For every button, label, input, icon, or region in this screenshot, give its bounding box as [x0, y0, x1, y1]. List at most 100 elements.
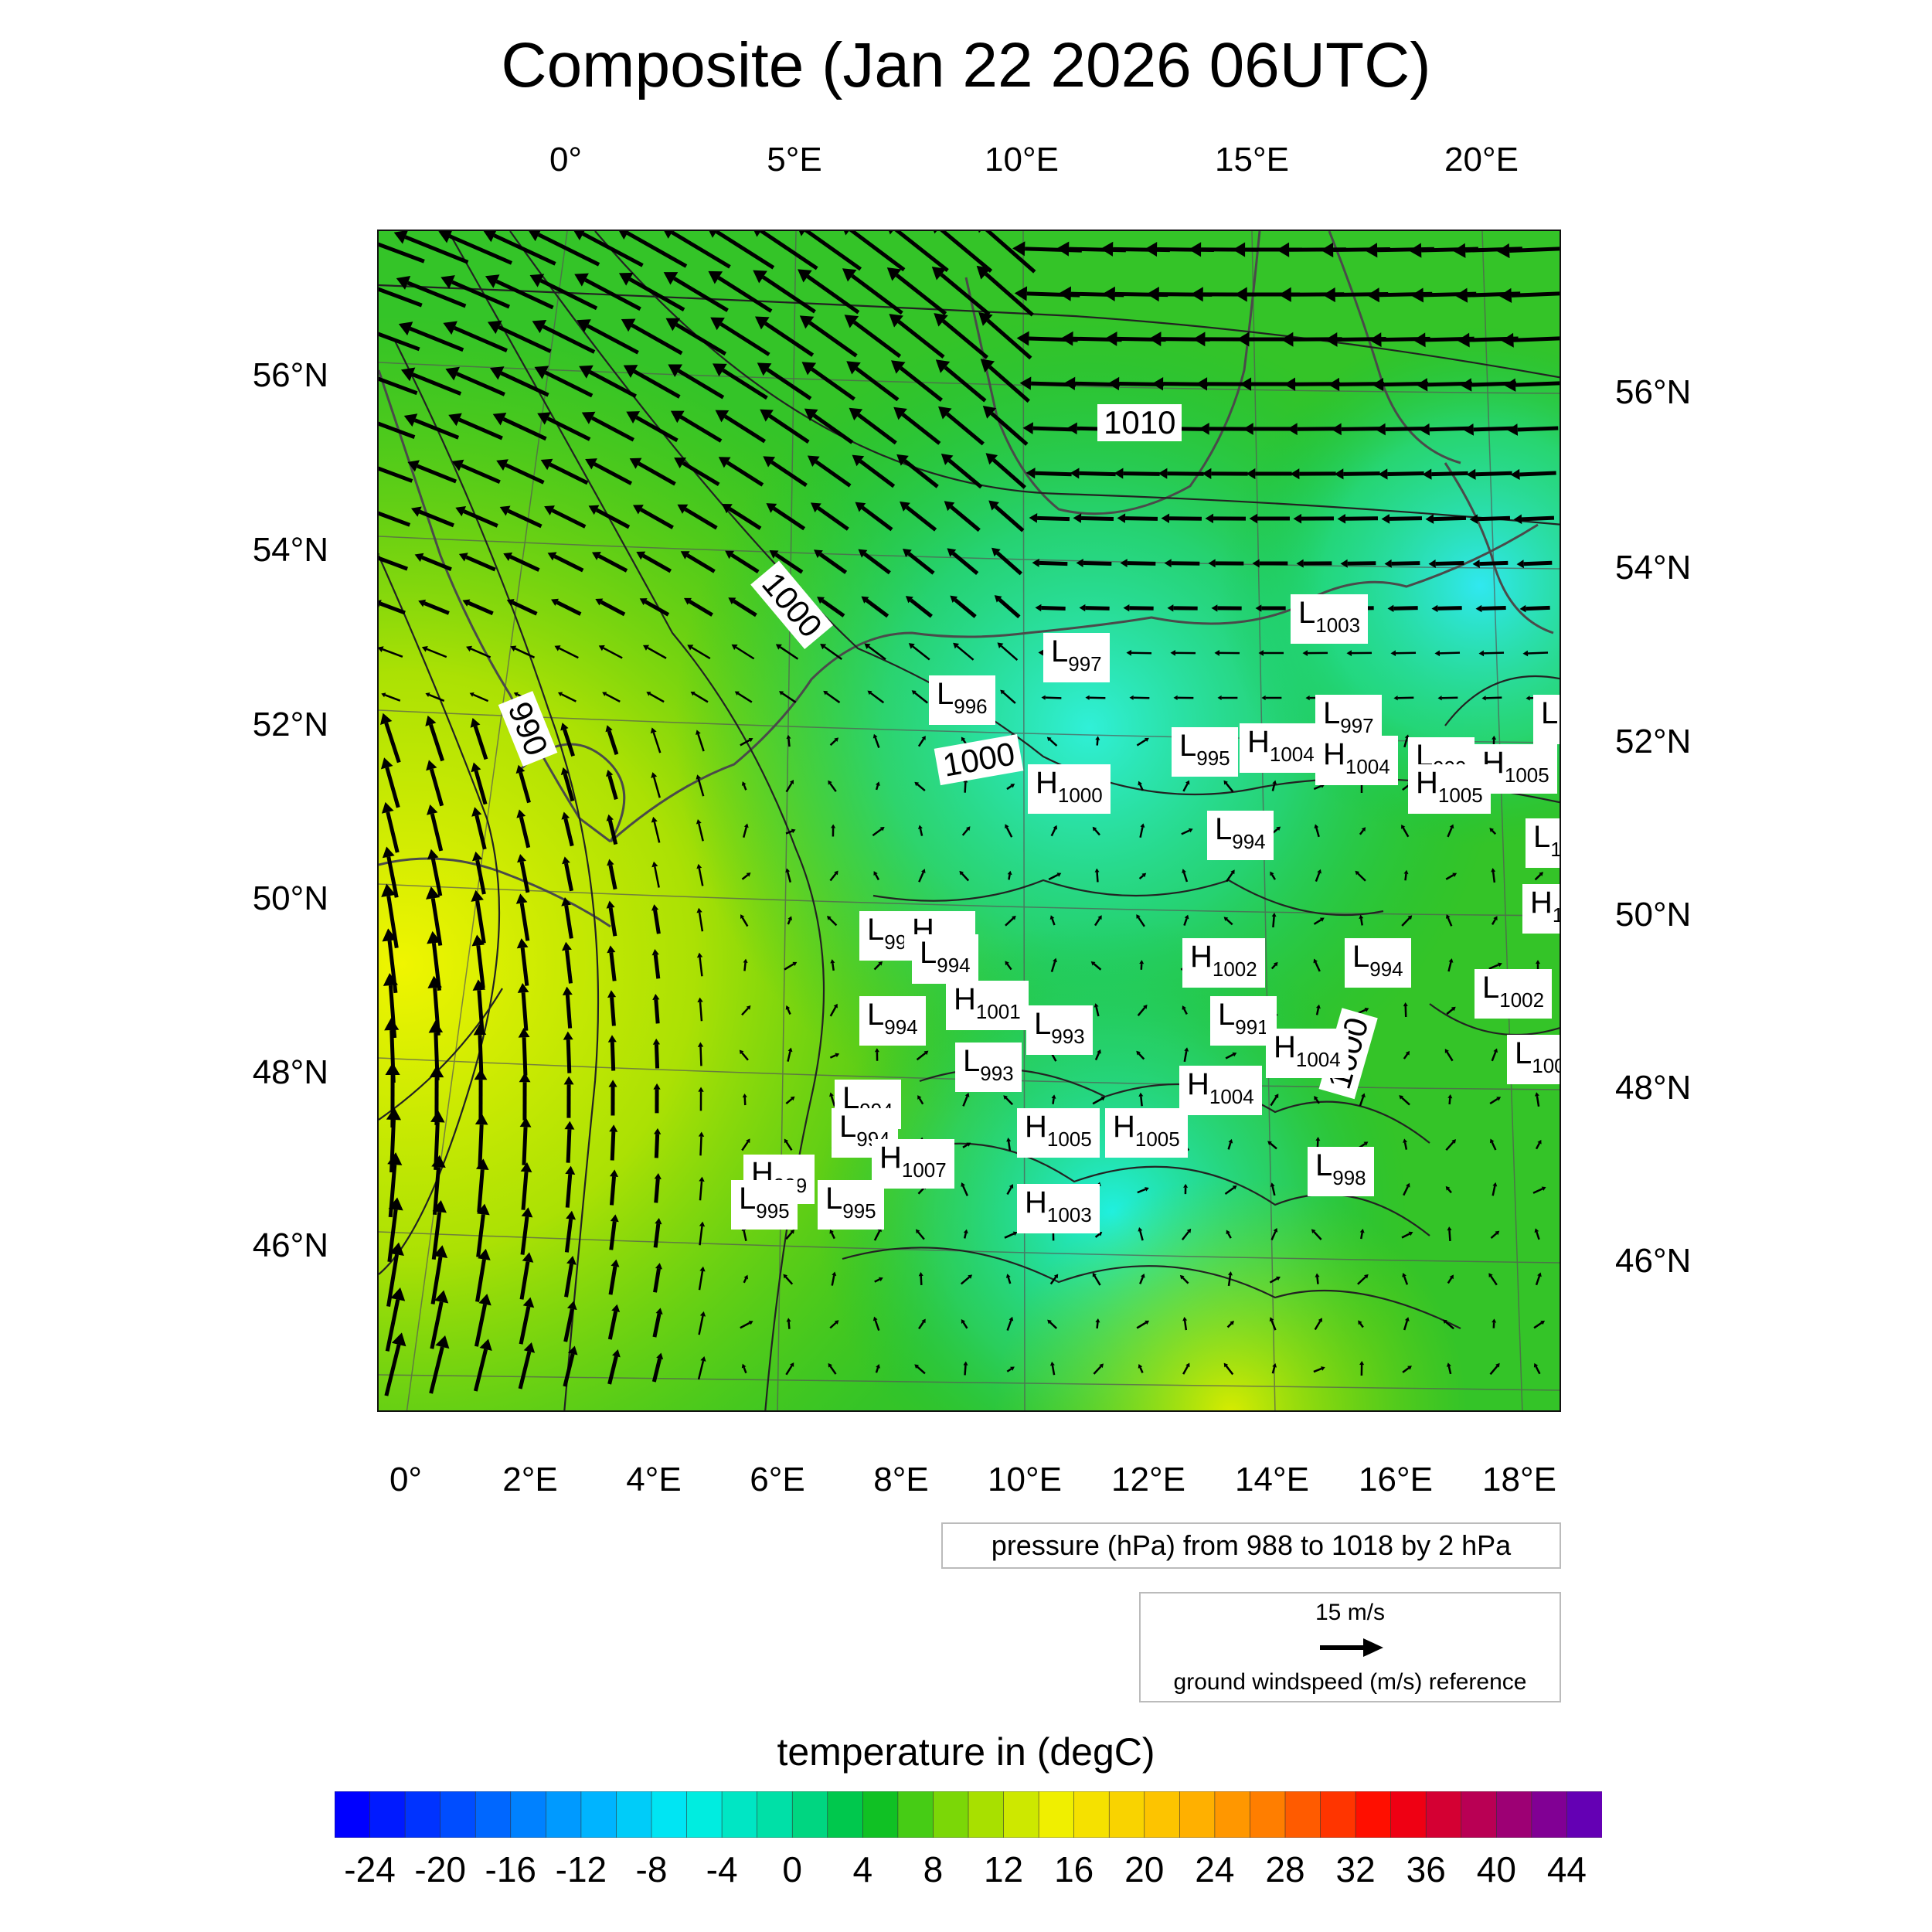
- wind-arrow-head: [487, 320, 502, 335]
- wind-arrow: [1347, 561, 1376, 566]
- wind-arrow-head: [790, 1229, 794, 1234]
- wind-arrow: [1491, 1141, 1497, 1151]
- pressure-center-value: 1002: [1212, 957, 1257, 981]
- wind-arrow-head: [1369, 332, 1382, 348]
- pressure-center-type: H: [1323, 737, 1345, 771]
- wind-arrow: [1050, 961, 1056, 972]
- wind-arrow: [651, 1358, 662, 1383]
- wind-arrow-head: [1274, 1094, 1279, 1099]
- wind-arrow: [379, 511, 411, 527]
- wind-arrow-head: [610, 1214, 619, 1223]
- wind-arrow: [589, 370, 637, 398]
- wind-arrow: [786, 871, 792, 883]
- wind-arrow-head: [1006, 1138, 1012, 1142]
- wind-arrow: [654, 1179, 660, 1203]
- wind-arrow-head: [426, 760, 437, 771]
- wind-arrow-head: [651, 861, 658, 868]
- wind-arrow: [584, 277, 641, 311]
- wind-arrow: [677, 369, 725, 400]
- colorbar-swatch: [1038, 1791, 1075, 1838]
- pressure-center-type: L: [867, 998, 885, 1032]
- wind-arrow-head: [889, 314, 903, 328]
- wind-arrow-head: [1472, 560, 1480, 569]
- wind-arrow: [521, 1172, 529, 1210]
- wind-arrow-head: [1498, 962, 1502, 968]
- wind-arrow-head: [1029, 513, 1038, 523]
- low-pressure-center: L100: [1507, 1035, 1560, 1084]
- wind-arrow: [1385, 426, 1427, 432]
- wind-arrow: [413, 418, 460, 440]
- wind-arrow-head: [1228, 1138, 1233, 1144]
- wind-arrow-head: [1516, 560, 1524, 569]
- wind-arrow-head: [567, 1345, 578, 1355]
- wind-arrow-head: [683, 597, 692, 605]
- wind-arrow-head: [544, 505, 555, 515]
- wind-arrow-head: [832, 1271, 837, 1277]
- wind-arrow: [907, 552, 935, 575]
- map-panel[interactable]: 1010 1000 990 1000 1000 L1003L997L996L99…: [377, 230, 1561, 1412]
- wind-arrow-head: [1051, 1094, 1056, 1099]
- wind-arrow: [635, 415, 679, 443]
- wind-arrow: [1094, 1275, 1101, 1286]
- wind-arrow-head: [523, 1342, 536, 1353]
- wind-arrow-head: [1184, 1047, 1189, 1052]
- wind-arrow: [1448, 1097, 1451, 1105]
- wind-arrow: [831, 1232, 835, 1240]
- wind-arrow: [918, 872, 924, 883]
- wind-arrow-head: [878, 1277, 883, 1282]
- pressure-center-type: L: [1034, 1007, 1052, 1041]
- wind-arrow: [824, 646, 842, 660]
- wind-arrow-head: [674, 457, 686, 469]
- wind-arrow-head: [953, 642, 960, 649]
- wind-arrow: [1403, 1053, 1409, 1060]
- wind-arrow-head: [425, 692, 430, 697]
- wind-arrow-head: [1258, 650, 1264, 656]
- wind-arrow-head: [1315, 1273, 1320, 1277]
- wind-arrow-head: [1269, 1317, 1274, 1322]
- wind-arrow: [518, 1351, 532, 1389]
- wind-arrow: [477, 990, 485, 1033]
- wind-arrow: [563, 773, 575, 802]
- wind-arrow: [564, 1264, 573, 1298]
- wind-arrow: [379, 601, 406, 615]
- wind-arrow: [653, 954, 661, 979]
- pressure-center-value: 1004: [1209, 1085, 1254, 1108]
- right-lat-tick: 48°N: [1615, 1069, 1692, 1107]
- wind-arrow: [461, 463, 501, 485]
- wind-arrow-head: [655, 1218, 662, 1225]
- wind-arrow-head: [670, 410, 685, 423]
- wind-arrow-head: [516, 938, 529, 949]
- wind-arrow: [1527, 651, 1549, 655]
- wind-arrow-head: [1318, 1318, 1322, 1323]
- wind-arrow-head: [1445, 1185, 1451, 1191]
- wind-arrow: [941, 319, 989, 359]
- wind-arrow-head: [1005, 1274, 1011, 1278]
- wind-arrow: [1395, 651, 1417, 655]
- wind-arrow: [1051, 918, 1056, 926]
- wind-arrow-head: [515, 764, 526, 774]
- wind-arrow-head: [1403, 1138, 1408, 1143]
- wind-arrow: [762, 275, 816, 314]
- wind-arrow-head: [1404, 1317, 1410, 1321]
- wind-arrow-head: [605, 725, 613, 733]
- wind-arrow: [563, 1308, 574, 1342]
- wind-arrow-head: [1384, 559, 1392, 568]
- wind-arrow: [419, 509, 454, 528]
- wind-arrow-head: [1311, 1229, 1316, 1234]
- wind-arrow: [539, 278, 598, 311]
- wind-arrow-head: [844, 231, 849, 236]
- wind-arrow-head: [430, 1110, 445, 1123]
- wind-arrow: [1129, 606, 1154, 611]
- wind-arrow-head: [785, 868, 791, 873]
- wind-arrow: [653, 777, 661, 798]
- wind-arrow-head: [1009, 1184, 1014, 1189]
- wind-arrow: [920, 1275, 923, 1286]
- wind-arrow-head: [385, 1062, 400, 1076]
- wind-vector-field: [379, 231, 1560, 1396]
- colorbar-swatch: [862, 1791, 899, 1838]
- wind-arrow: [918, 1321, 924, 1330]
- wind-arrow-head: [1491, 868, 1496, 872]
- wind-arrow-head: [1070, 468, 1080, 479]
- pressure-center-type: L: [1541, 696, 1559, 730]
- wind-arrow-head: [1410, 287, 1424, 303]
